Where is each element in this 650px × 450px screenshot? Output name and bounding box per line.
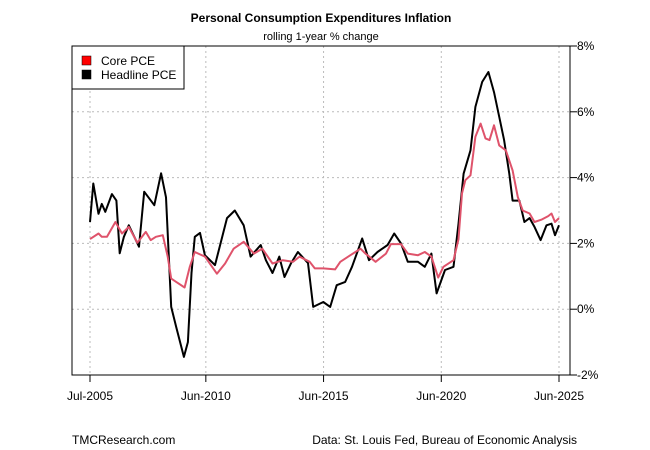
legend-label-core-pce: Core PCE xyxy=(101,54,155,68)
chart-title: Personal Consumption Expenditures Inflat… xyxy=(191,11,452,25)
series-line-core-pce xyxy=(89,122,560,289)
y-tick-label: 8% xyxy=(577,39,595,53)
series-lines xyxy=(89,71,560,358)
axes: -2% 0% 2% 4% 6% 8% Jul-2005 Jun-2010 Jun-2015 Jun… xyxy=(67,39,599,403)
x-tick-label: Jun-2015 xyxy=(299,389,349,403)
legend-label-headline-pce: Headline PCE xyxy=(101,68,176,82)
x-tick-label: Jul-2005 xyxy=(67,389,113,403)
footer-source-site: TMCResearch.com xyxy=(72,433,175,447)
footer-data-credit: Data: St. Louis Fed, Bureau of Economic … xyxy=(312,433,577,447)
chart-subtitle: rolling 1-year % change xyxy=(263,31,379,43)
legend-swatch-core-pce xyxy=(81,55,92,66)
series-line-headline-pce xyxy=(89,71,560,358)
legend: Core PCE Headline PCE xyxy=(71,45,185,90)
y-tick-label: -2% xyxy=(577,368,599,382)
plot-frame xyxy=(71,45,571,376)
legend-box xyxy=(71,45,185,90)
grid xyxy=(72,46,570,375)
y-tick-label: 4% xyxy=(577,171,595,185)
legend-swatch-headline-pce xyxy=(81,69,92,80)
x-tick-label: Jun-2020 xyxy=(416,389,466,403)
y-tick-label: 0% xyxy=(577,302,595,316)
y-tick-label: 2% xyxy=(577,236,595,250)
y-tick-label: 6% xyxy=(577,105,595,119)
x-tick-label: Jun-2025 xyxy=(534,389,584,403)
x-tick-label: Jun-2010 xyxy=(181,389,231,403)
